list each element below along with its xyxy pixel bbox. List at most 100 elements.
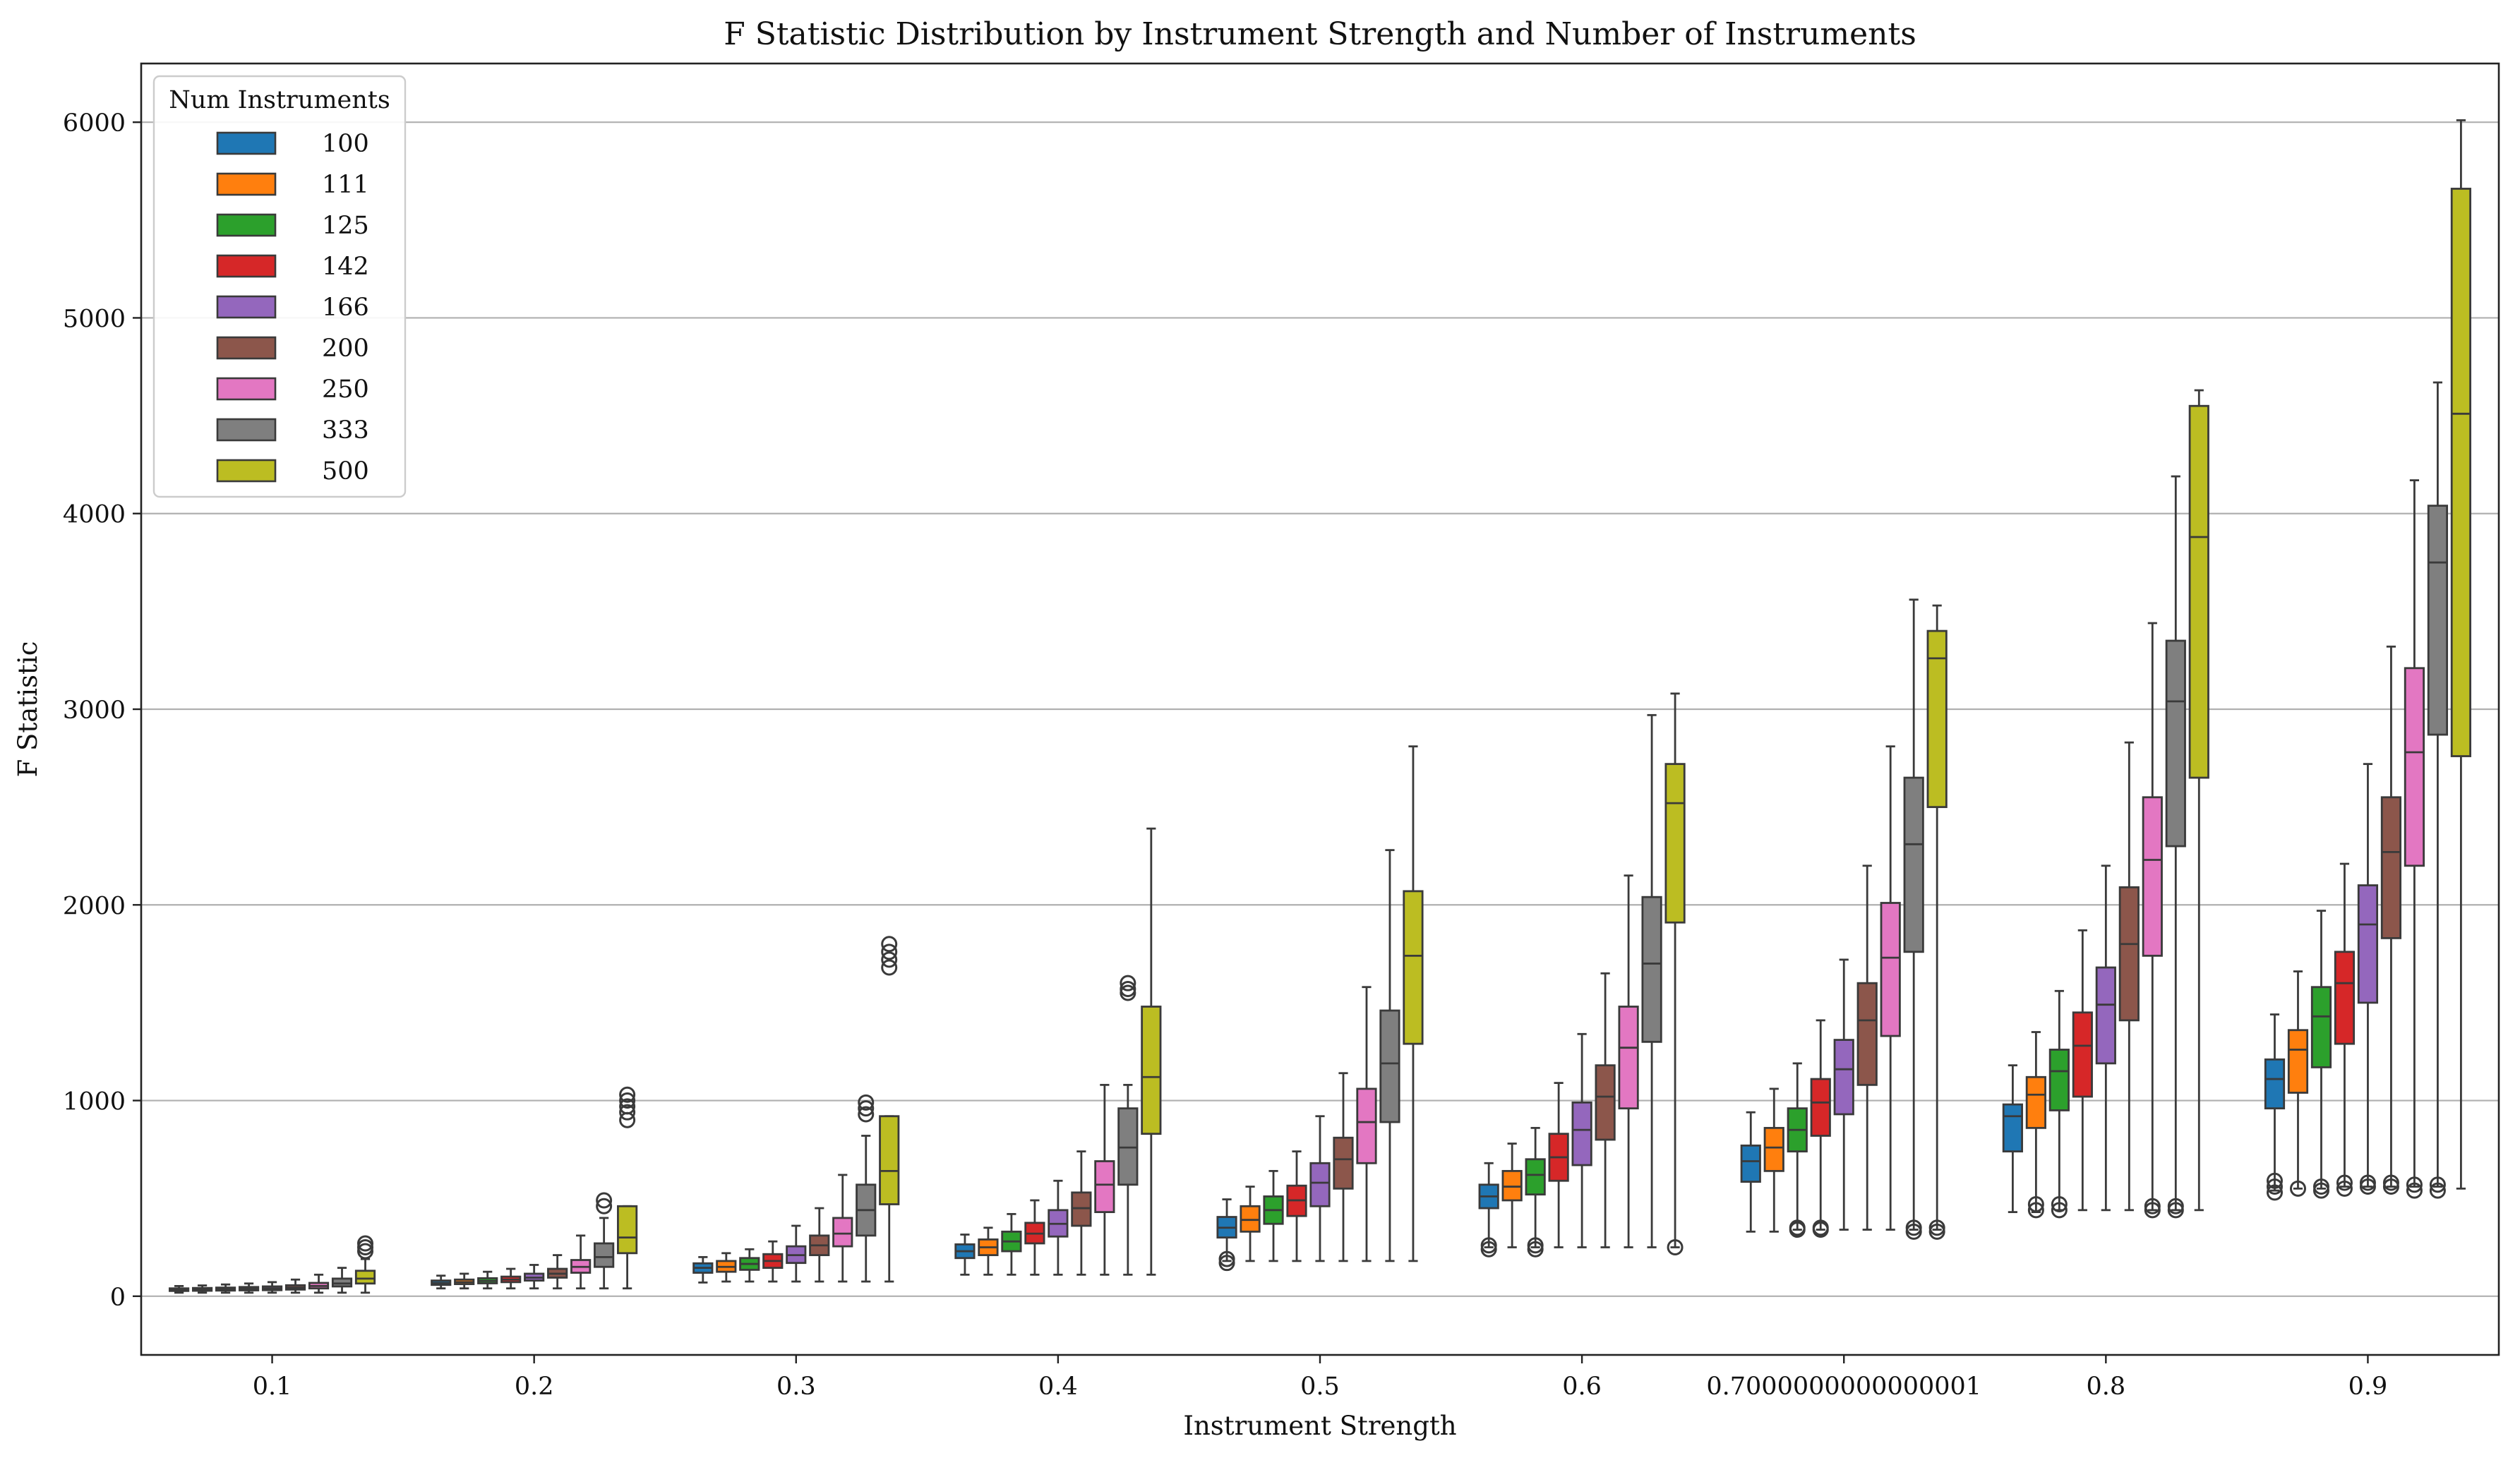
- box-250-cat-2: [832, 1174, 853, 1283]
- series-500-group: [354, 119, 2471, 1294]
- box-iqr: [2118, 886, 2140, 1022]
- box-500-cat-4: [1403, 745, 1424, 1262]
- outlier-point: [2266, 1184, 2283, 1201]
- outlier-point: [596, 1198, 613, 1214]
- outlier-point: [1667, 1239, 1684, 1255]
- x-tick-label: 0.9: [2348, 1373, 2388, 1401]
- x-tick-label: 0.5: [1300, 1373, 1340, 1401]
- outlier-point: [858, 1100, 875, 1117]
- outlier-point: [2336, 1180, 2353, 1197]
- legend-label: 142: [322, 253, 369, 281]
- legend-label: 111: [322, 171, 369, 199]
- box-iqr: [2334, 951, 2356, 1045]
- box-100-cat-8: [2264, 1013, 2286, 1201]
- box-iqr: [2002, 1103, 2023, 1153]
- box-250-cat-0: [308, 1273, 330, 1294]
- box-111-cat-0: [191, 1284, 213, 1294]
- box-166-cat-0: [261, 1281, 283, 1294]
- box-iqr: [2025, 1075, 2046, 1129]
- x-tick-label: 0.2: [515, 1373, 554, 1401]
- box-iqr: [1641, 896, 1662, 1043]
- outlier-point: [2051, 1196, 2068, 1212]
- box-125-cat-2: [739, 1248, 760, 1283]
- legend-swatch: [216, 418, 277, 442]
- outlier-point: [619, 1092, 636, 1109]
- box-250-cat-1: [570, 1234, 592, 1290]
- series-250-group: [308, 479, 2425, 1294]
- box-200-cat-2: [809, 1207, 830, 1283]
- outlier-point: [1218, 1250, 1235, 1267]
- outlier-point: [2406, 1176, 2423, 1193]
- x-tick-label: 0.6: [1562, 1373, 1602, 1401]
- outlier-point: [2144, 1198, 2161, 1214]
- box-100-cat-7: [2002, 1064, 2023, 1213]
- outlier-point: [1905, 1219, 1922, 1236]
- box-125-cat-7: [2048, 989, 2070, 1219]
- x-axis-label: Instrument Strength: [1183, 1411, 1456, 1441]
- legend-item-142: 142: [216, 253, 369, 281]
- box-500-cat-8: [2450, 119, 2471, 1190]
- x-tick-label: 0.8: [2086, 1373, 2125, 1401]
- box-142-cat-7: [2072, 929, 2093, 1212]
- legend-item-200: 200: [216, 334, 369, 363]
- box-125-cat-3: [1001, 1212, 1022, 1276]
- box-500-cat-6: [1926, 604, 1948, 1240]
- box-iqr: [1309, 1162, 1331, 1207]
- outlier-point: [619, 1098, 636, 1115]
- legend-label: 166: [322, 294, 369, 322]
- y-tick-label: 5000: [63, 305, 126, 333]
- box-200-cat-0: [284, 1278, 306, 1294]
- legend-label: 333: [322, 416, 369, 445]
- outlier-point: [2359, 1174, 2376, 1191]
- legend-swatch: [216, 172, 277, 196]
- outlier-point: [1120, 981, 1136, 997]
- box-200-cat-5: [1595, 972, 1616, 1248]
- box-333-cat-2: [856, 1094, 877, 1283]
- box-iqr: [2095, 966, 2116, 1065]
- y-tick-label: 0: [110, 1284, 126, 1312]
- box-111-cat-3: [978, 1226, 999, 1276]
- box-500-cat-2: [879, 936, 900, 1283]
- legend-label: 125: [322, 212, 369, 240]
- box-iqr: [1880, 902, 1901, 1037]
- box-500-cat-7: [2188, 389, 2209, 1212]
- box-iqr: [2357, 884, 2379, 1004]
- box-166-cat-6: [1833, 958, 1854, 1231]
- box-111-cat-6: [1763, 1087, 1784, 1233]
- box-250-cat-8: [2404, 479, 2425, 1199]
- x-tick-label: 0.3: [776, 1373, 816, 1401]
- box-166-cat-2: [786, 1224, 807, 1283]
- outlier-point: [2266, 1172, 2283, 1189]
- box-333-cat-6: [1903, 598, 1924, 1240]
- x-tick-label: 0.4: [1038, 1373, 1078, 1401]
- legend-swatch: [216, 295, 277, 319]
- box-500-cat-1: [617, 1086, 638, 1290]
- box-333-cat-1: [594, 1192, 615, 1290]
- outlier-point: [2406, 1182, 2423, 1199]
- box-iqr: [879, 1115, 900, 1205]
- box-111-cat-1: [454, 1272, 475, 1290]
- box-100-cat-6: [1740, 1111, 1761, 1233]
- legend-swatch: [216, 377, 277, 401]
- box-iqr: [1856, 982, 1878, 1086]
- box-125-cat-8: [2310, 910, 2332, 1199]
- box-200-cat-8: [2380, 645, 2402, 1195]
- box-333-cat-3: [1117, 975, 1139, 1276]
- legend-label: 250: [322, 375, 369, 404]
- box-iqr: [1763, 1126, 1784, 1172]
- box-125-cat-1: [477, 1270, 498, 1290]
- box-iqr: [2287, 1029, 2309, 1094]
- legend-item-100: 100: [216, 130, 369, 158]
- box-166-cat-5: [1571, 1032, 1592, 1248]
- box-iqr: [2048, 1049, 2070, 1111]
- box-200-cat-4: [1333, 1072, 1354, 1262]
- y-tick-label: 2000: [63, 892, 126, 920]
- box-iqr: [2188, 404, 2209, 779]
- series-166-group: [261, 763, 2379, 1294]
- outlier-point: [1480, 1237, 1497, 1254]
- legend-swatch: [216, 254, 277, 278]
- box-iqr: [2165, 639, 2186, 848]
- box-166-cat-3: [1048, 1179, 1069, 1276]
- legend-swatch: [216, 336, 277, 360]
